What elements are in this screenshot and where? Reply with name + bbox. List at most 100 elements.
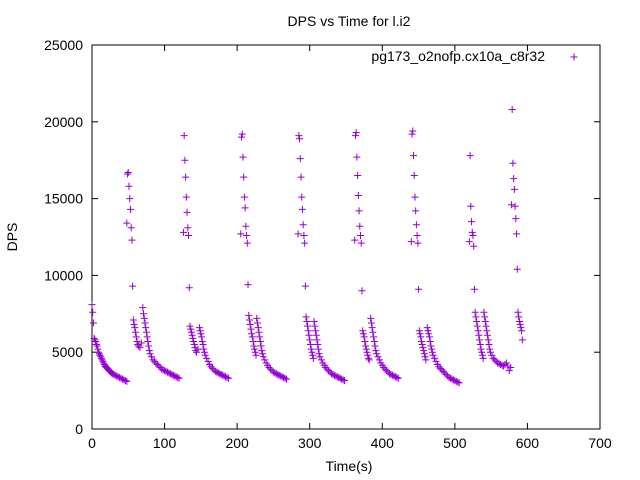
data-point xyxy=(357,239,365,247)
data-point xyxy=(217,370,225,378)
legend: pg173_o2nofp.cx10a_c8r32 xyxy=(371,48,578,64)
data-point xyxy=(336,374,344,382)
data-point xyxy=(314,345,322,353)
data-point xyxy=(120,376,128,384)
data-point xyxy=(351,132,359,140)
data-point xyxy=(515,317,523,325)
data-point xyxy=(117,374,125,382)
data-point xyxy=(476,336,484,344)
data-point xyxy=(370,333,378,341)
data-point xyxy=(439,367,447,375)
data-point xyxy=(369,328,377,336)
data-point xyxy=(473,322,481,330)
y-tick-label: 15000 xyxy=(44,191,83,207)
data-point xyxy=(312,331,320,339)
data-point xyxy=(90,334,98,342)
data-point xyxy=(191,344,199,352)
data-point xyxy=(128,236,136,244)
data-point xyxy=(393,374,401,382)
data-point xyxy=(472,313,480,321)
x-axis-label: Time(s) xyxy=(326,458,373,474)
data-point xyxy=(335,374,343,382)
data-point xyxy=(317,356,325,364)
data-point xyxy=(416,330,424,338)
data-point xyxy=(278,373,286,381)
data-point xyxy=(516,321,524,329)
data-point xyxy=(277,372,285,380)
data-point xyxy=(129,316,137,324)
data-point xyxy=(298,193,306,201)
data-point xyxy=(248,333,256,341)
data-point xyxy=(242,222,250,230)
data-point xyxy=(422,356,430,364)
data-point xyxy=(474,327,482,335)
data-point xyxy=(223,374,231,382)
data-point xyxy=(185,284,193,292)
data-point xyxy=(201,351,209,359)
data-point xyxy=(165,369,173,377)
data-point xyxy=(281,374,289,382)
data-point xyxy=(475,331,483,339)
data-point xyxy=(123,377,131,385)
data-point xyxy=(181,156,189,164)
data-point xyxy=(197,330,205,338)
data-point xyxy=(134,342,142,350)
data-point xyxy=(425,333,433,341)
data-point xyxy=(243,239,251,247)
data-point xyxy=(465,238,473,246)
data-point xyxy=(442,370,450,378)
data-point xyxy=(251,345,259,353)
data-point xyxy=(116,374,124,382)
data-point xyxy=(142,328,150,336)
y-tick-label: 0 xyxy=(75,421,83,437)
data-point xyxy=(253,319,261,327)
data-point xyxy=(374,353,382,361)
data-point xyxy=(172,373,180,381)
data-point xyxy=(296,155,304,163)
data-point xyxy=(302,313,310,321)
data-point xyxy=(140,314,148,322)
data-point xyxy=(237,133,245,141)
data-point xyxy=(92,341,100,349)
data-point xyxy=(367,319,375,327)
y-axis-ticks: 0 5000 10000 15000 20000 25000 xyxy=(44,37,600,437)
data-point xyxy=(311,322,319,330)
data-point xyxy=(407,238,415,246)
data-point xyxy=(445,374,453,382)
data-point xyxy=(195,324,203,332)
legend-label: pg173_o2nofp.cx10a_c8r32 xyxy=(371,48,545,64)
data-point xyxy=(339,376,347,384)
data-point xyxy=(316,353,324,361)
data-point xyxy=(306,336,314,344)
data-point xyxy=(354,192,362,200)
data-point xyxy=(480,308,488,316)
x-tick-label: 200 xyxy=(225,435,249,451)
data-point xyxy=(338,375,346,383)
data-point xyxy=(295,132,303,140)
data-point xyxy=(253,314,261,322)
data-point xyxy=(259,353,267,361)
data-point xyxy=(362,345,370,353)
data-point xyxy=(483,327,491,335)
data-point xyxy=(449,376,457,384)
data-point xyxy=(247,325,255,333)
data-point xyxy=(421,353,429,361)
data-point xyxy=(518,336,526,344)
data-point xyxy=(451,377,459,385)
data-point xyxy=(426,337,434,345)
data-point xyxy=(484,331,492,339)
data-point xyxy=(161,367,169,375)
data-point xyxy=(274,370,282,378)
data-point xyxy=(190,337,198,345)
data-point xyxy=(424,327,432,335)
data-point xyxy=(133,337,141,345)
data-point xyxy=(387,370,395,378)
data-point xyxy=(211,367,219,375)
data-point xyxy=(513,265,521,273)
data-point xyxy=(220,372,228,380)
data-point xyxy=(126,205,134,213)
data-point xyxy=(375,356,383,364)
data-point xyxy=(371,342,379,350)
data-point xyxy=(204,357,212,365)
